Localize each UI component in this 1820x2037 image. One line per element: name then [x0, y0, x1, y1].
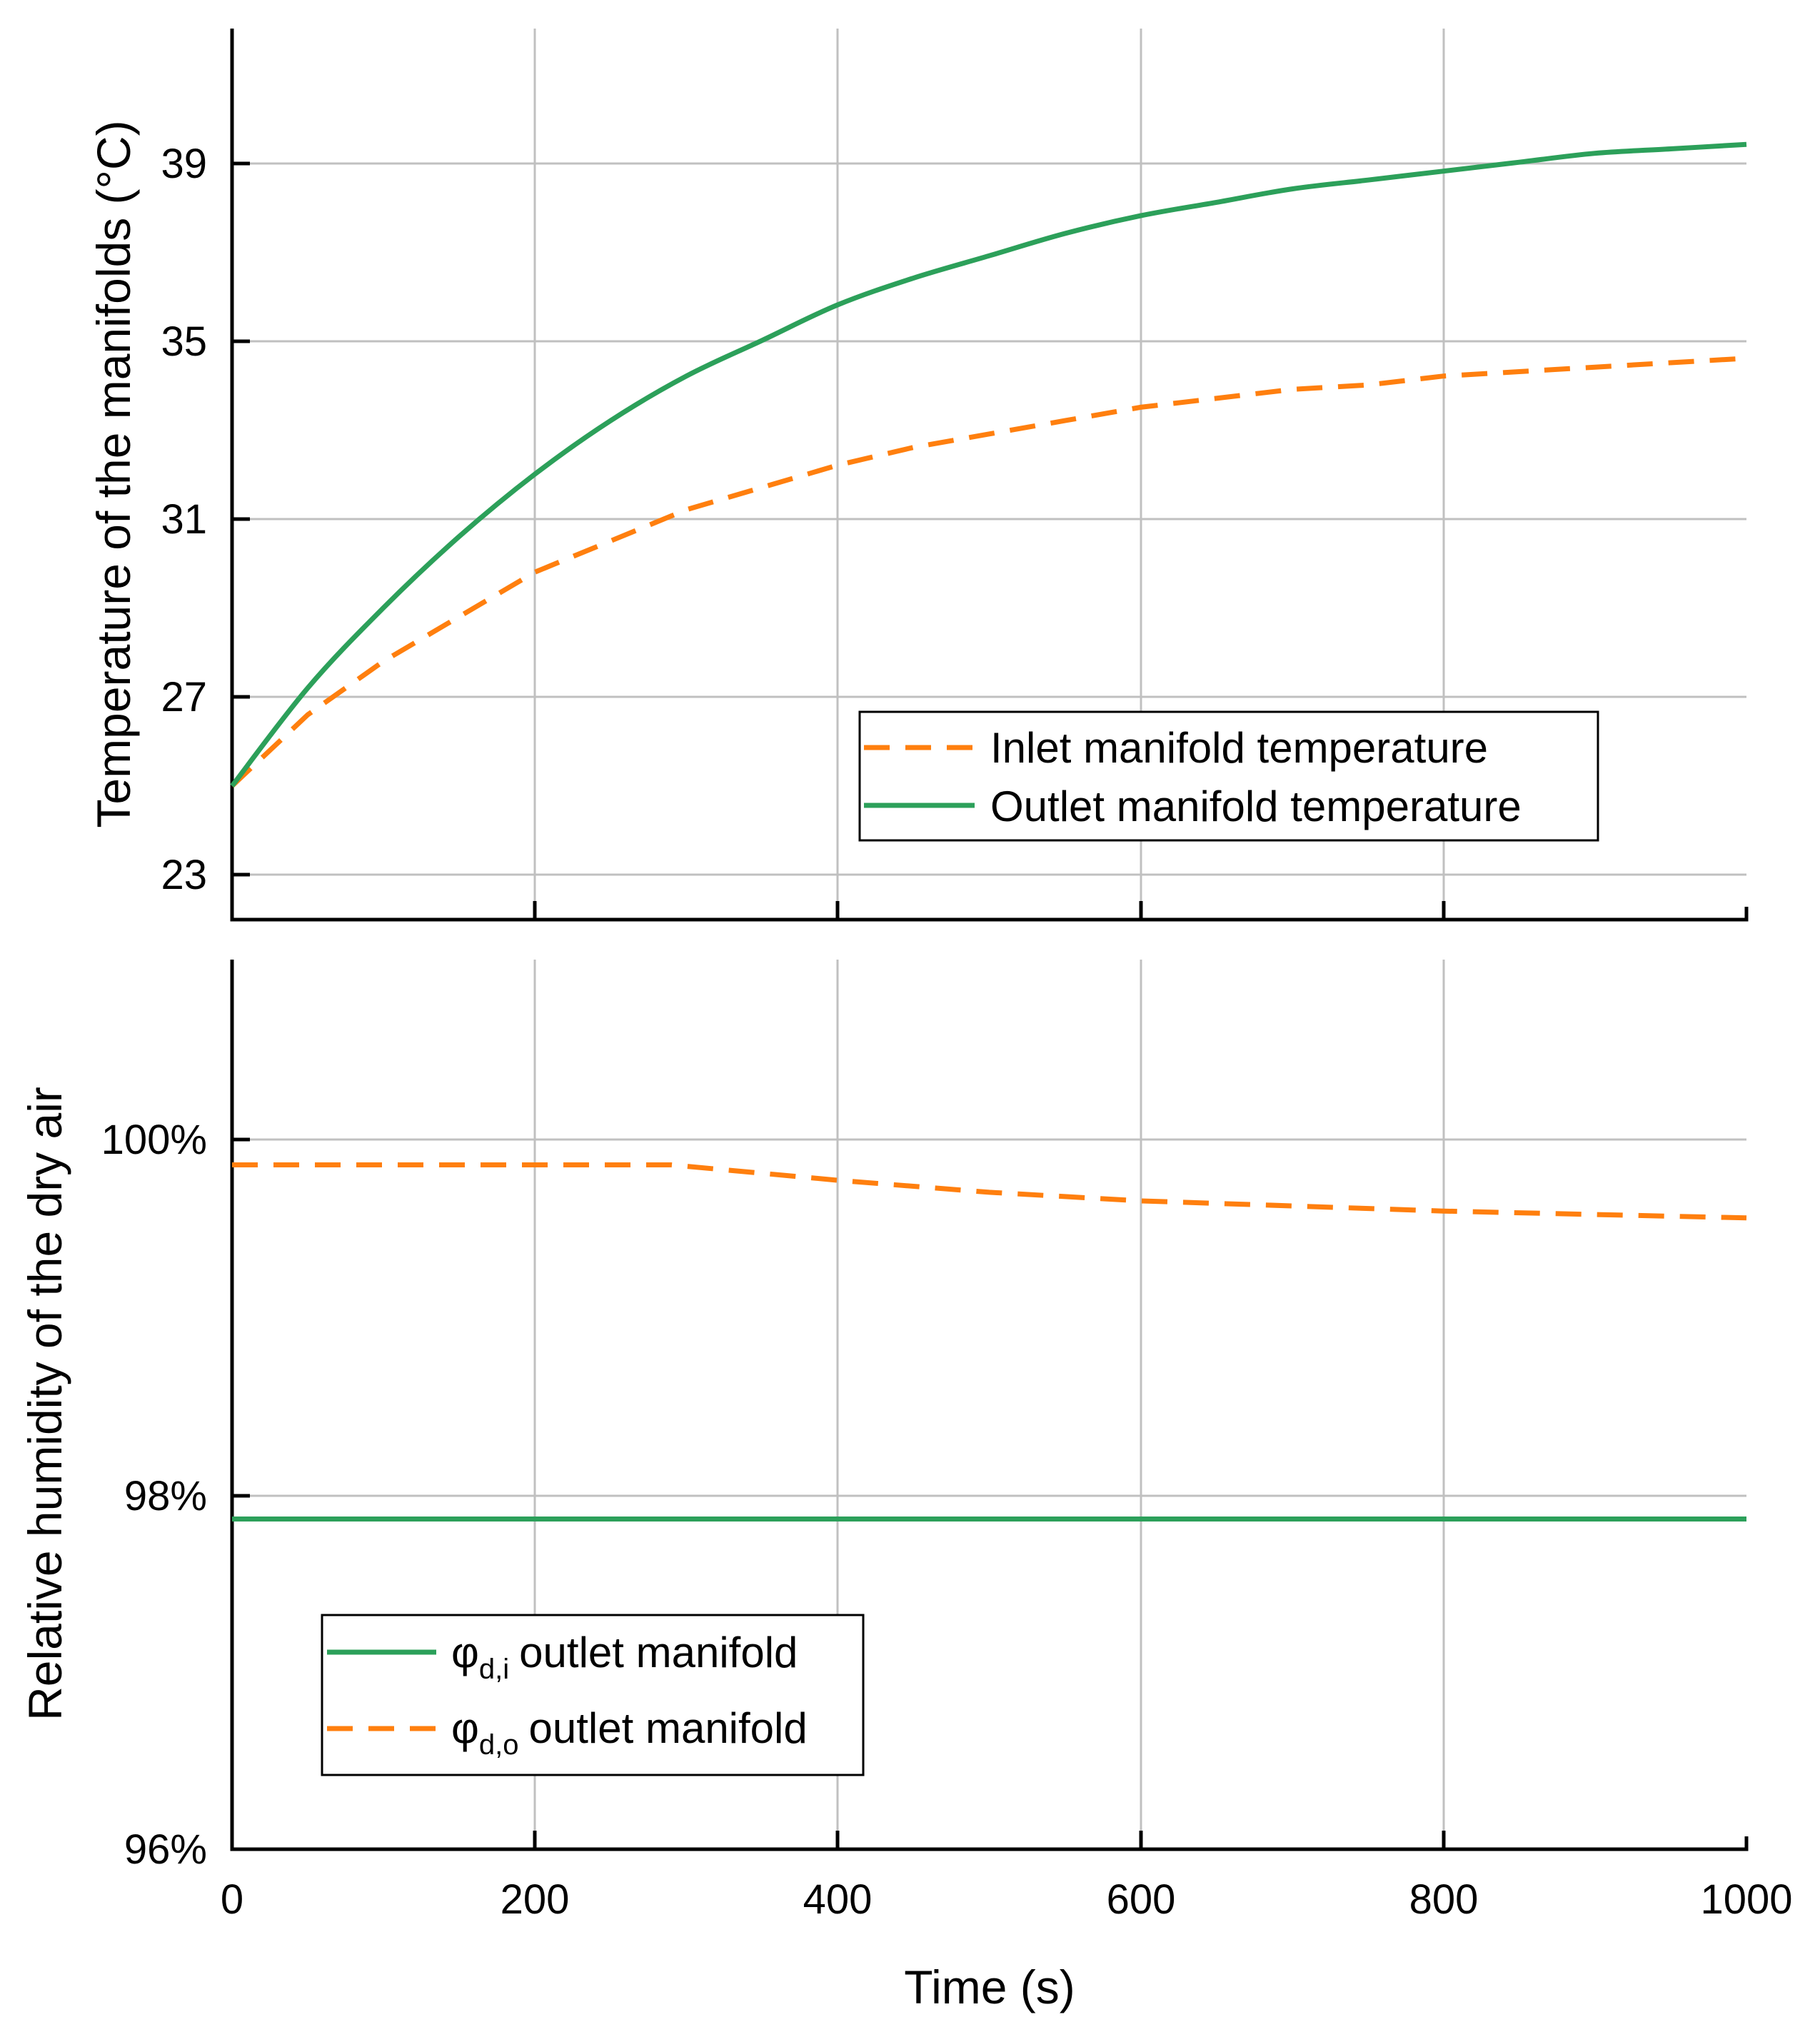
legend-symbol: φ	[451, 1629, 479, 1676]
humidity-series-line-1	[232, 1162, 1747, 1221]
legend-label-inlet: Inlet manifold temperature	[990, 724, 1488, 772]
y-tick-label: 27	[161, 674, 207, 720]
temperature-x-ticks	[533, 901, 1446, 920]
temperature-axes	[230, 29, 1749, 922]
temperature-series	[230, 141, 1747, 788]
x-tick-label: 400	[803, 1876, 873, 1923]
legend-label-phi-do: φd,o outlet manifold	[451, 1704, 808, 1761]
humidity-axes	[230, 960, 1749, 1851]
humidity-panel: 96% 98% 100% 0 200 400 600 800 1000 Time…	[19, 960, 1793, 2013]
legend-label-outlet: Outlet manifold temperature	[990, 783, 1522, 830]
x-tick-label: 200	[501, 1876, 570, 1923]
humidity-series	[232, 1162, 1747, 1522]
legend-box	[321, 1614, 865, 1776]
legend-subscript: d,i	[479, 1654, 509, 1685]
humidity-x-ticks	[533, 1831, 1446, 1849]
x-tick-label: 600	[1107, 1876, 1176, 1923]
x-axis-title: Time (s)	[904, 1961, 1075, 2013]
temperature-series-line-1	[230, 141, 1747, 788]
legend-label-phi-di: φd,i outlet manifold	[451, 1629, 798, 1685]
humidity-y-ticks	[232, 1137, 250, 1851]
temperature-panel: 23 27 31 35 39 Temperature of the manifo…	[87, 29, 1749, 922]
legend-box	[858, 710, 1599, 842]
humidity-y-tick-labels: 96% 98% 100%	[101, 1117, 207, 1873]
y-tick-label: 31	[161, 496, 207, 543]
y-tick-label: 98%	[124, 1473, 207, 1519]
temperature-y-axis-title: Temperature of the manifolds (°C)	[87, 120, 140, 828]
y-tick-label: 35	[161, 318, 207, 365]
x-tick-label: 1000	[1700, 1876, 1792, 1923]
y-tick-label: 39	[161, 141, 207, 187]
legend-subscript: d,o	[479, 1729, 519, 1761]
temperature-series-line-0	[230, 356, 1747, 788]
legend-name: outlet manifold	[519, 1629, 798, 1676]
temperature-legend: Inlet manifold temperature Outlet manifo…	[858, 710, 1599, 842]
legend-name: outlet manifold	[529, 1704, 808, 1752]
x-tick-label: 0	[221, 1876, 243, 1923]
temperature-y-tick-labels: 23 27 31 35 39	[161, 141, 207, 898]
legend-symbol: φ	[451, 1704, 479, 1752]
temperature-y-ticks	[232, 161, 250, 877]
y-tick-label: 100%	[101, 1117, 207, 1163]
y-tick-label: 96%	[124, 1826, 207, 1873]
y-tick-label: 23	[161, 852, 207, 898]
humidity-y-axis-title: Relative humidity of the dry air	[19, 1087, 71, 1721]
humidity-legend: φd,i outlet manifold φd,o outlet manifold	[321, 1614, 865, 1776]
x-tick-labels: 0 200 400 600 800 1000	[221, 1876, 1793, 1923]
x-tick-label: 800	[1409, 1876, 1479, 1923]
